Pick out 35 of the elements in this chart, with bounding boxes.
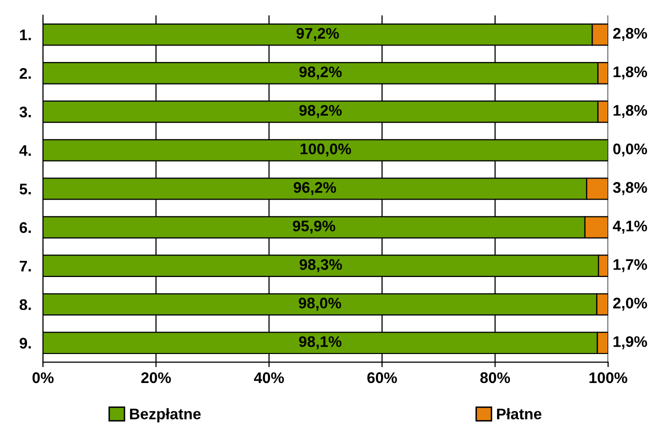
y-tick-label: 2. xyxy=(20,68,31,79)
y-tick-label: 9. xyxy=(20,338,31,349)
x-tick-label: 60% xyxy=(367,372,397,384)
x-tick-label: 100% xyxy=(590,372,628,384)
data-label: 96,2% xyxy=(294,182,336,196)
data-label: 2,0% xyxy=(613,298,648,311)
data-label: 4,1% xyxy=(612,220,648,234)
data-label: 1,7% xyxy=(614,259,648,272)
y-tick-label: 6. xyxy=(20,222,31,233)
x-tick-label: 40% xyxy=(254,372,284,384)
x-tick-label: 80% xyxy=(480,372,510,384)
data-label: 1,8% xyxy=(614,66,648,80)
data-label: 1,8% xyxy=(614,104,648,118)
y-tick-label: 4. xyxy=(19,145,31,156)
data-label: 97,2% xyxy=(296,28,339,41)
data-label: 98,0% xyxy=(298,298,342,311)
data-label: 95,9% xyxy=(292,220,336,234)
y-tick-label: 7. xyxy=(20,260,31,272)
data-label: 98,2% xyxy=(299,104,342,118)
data-label: 98,2% xyxy=(299,66,342,80)
y-tick-label: 3. xyxy=(19,106,31,118)
y-tick-label: 5. xyxy=(20,184,31,194)
data-label: 98,3% xyxy=(300,259,342,272)
legend-label: Bezpłatne xyxy=(130,408,201,422)
y-tick-label: 8. xyxy=(20,299,31,310)
data-label: 1,9% xyxy=(614,336,648,350)
data-label: 3,8% xyxy=(612,182,648,196)
legend-label: Płatne xyxy=(497,408,542,420)
data-label: 0,0% xyxy=(613,144,648,157)
y-tick-label: 1. xyxy=(20,30,31,40)
data-label: 100,0% xyxy=(300,144,352,157)
data-label: 2,8% xyxy=(613,28,648,41)
x-tick-label: 20% xyxy=(141,372,171,384)
data-label: 98,1% xyxy=(299,336,342,350)
x-tick-label: 0% xyxy=(32,372,54,384)
